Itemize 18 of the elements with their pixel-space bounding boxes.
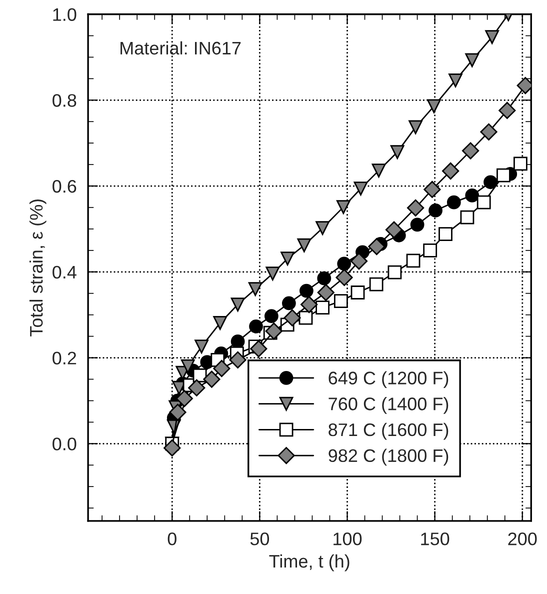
x-tick-label: 200 xyxy=(508,532,537,546)
y-tick-label: 0.6 xyxy=(52,180,76,193)
legend-label: 649 C (1200 F) xyxy=(328,371,448,388)
x-tick-label: 100 xyxy=(334,532,362,546)
y-tick-label: 0.0 xyxy=(52,438,76,450)
x-tick-label: 50 xyxy=(250,532,270,546)
y-axis-title: Total strain, ε (%) xyxy=(29,199,46,336)
y-tick-label: 1.0 xyxy=(53,8,76,21)
y-tick-label: 0.8 xyxy=(52,94,76,107)
x-tick-label: 0 xyxy=(168,532,176,546)
legend-label: 760 C (1400 F) xyxy=(328,397,448,414)
annotation: Material: IN617 xyxy=(120,41,241,55)
y-tick-label: 0.2 xyxy=(52,352,76,364)
legend-label: 871 C (1600 F) xyxy=(328,422,448,440)
legend-label: 982 C (1800 F) xyxy=(328,448,448,466)
x-tick-label: 150 xyxy=(421,532,450,546)
x-axis-title: Time, t (h) xyxy=(269,554,350,572)
y-tick-label: 0.4 xyxy=(52,266,76,279)
